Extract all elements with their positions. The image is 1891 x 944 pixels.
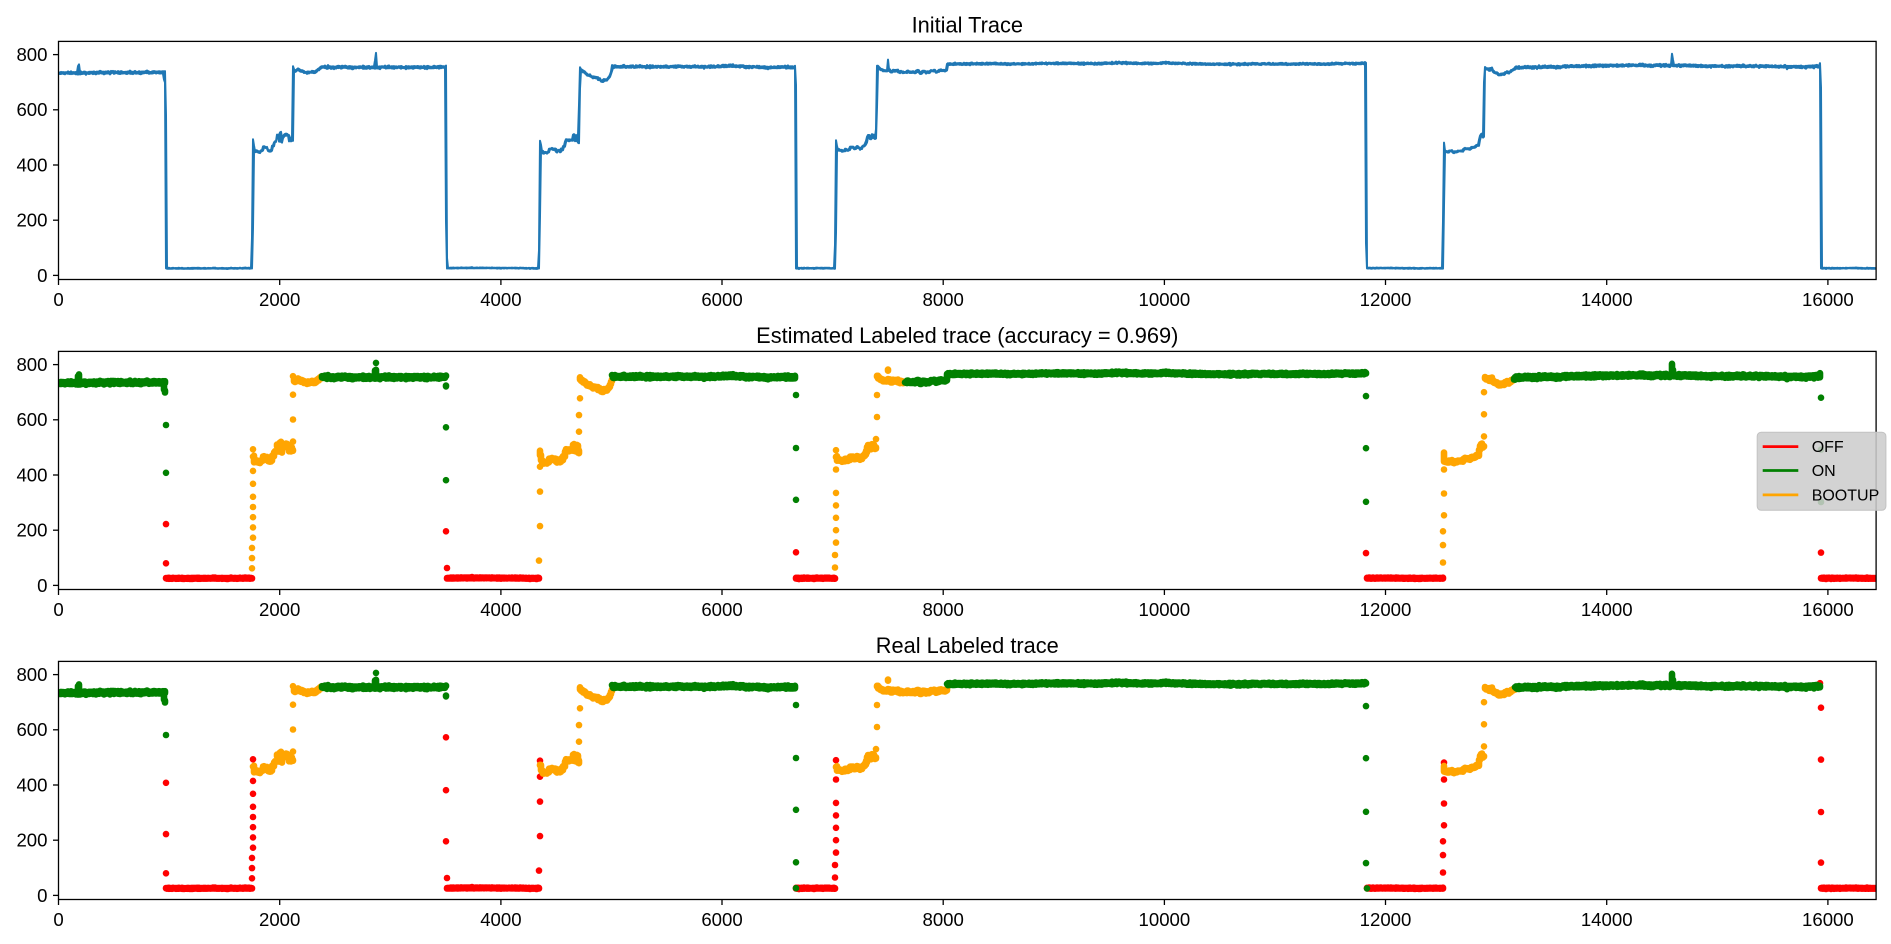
svg-text:16000: 16000 xyxy=(1802,289,1854,310)
svg-text:10000: 10000 xyxy=(1139,599,1191,620)
svg-text:16000: 16000 xyxy=(1802,599,1854,620)
svg-text:10000: 10000 xyxy=(1139,909,1191,930)
svg-text:0: 0 xyxy=(53,599,63,620)
svg-text:0: 0 xyxy=(53,289,63,310)
svg-text:600: 600 xyxy=(16,99,47,120)
svg-text:2000: 2000 xyxy=(259,289,300,310)
svg-text:4000: 4000 xyxy=(480,289,521,310)
svg-text:400: 400 xyxy=(16,464,47,485)
svg-text:14000: 14000 xyxy=(1581,599,1633,620)
svg-text:6000: 6000 xyxy=(701,289,742,310)
svg-text:12000: 12000 xyxy=(1360,289,1412,310)
svg-text:800: 800 xyxy=(16,354,47,375)
svg-text:ON: ON xyxy=(1812,463,1836,480)
svg-text:12000: 12000 xyxy=(1360,909,1412,930)
svg-text:8000: 8000 xyxy=(923,599,964,620)
svg-text:2000: 2000 xyxy=(259,909,300,930)
svg-text:BOOTUP: BOOTUP xyxy=(1812,487,1880,504)
svg-text:800: 800 xyxy=(16,664,47,685)
svg-text:400: 400 xyxy=(16,154,47,175)
svg-text:200: 200 xyxy=(16,830,47,851)
svg-text:800: 800 xyxy=(16,44,47,65)
svg-text:200: 200 xyxy=(16,520,47,541)
svg-text:14000: 14000 xyxy=(1581,909,1633,930)
svg-text:Real Labeled trace: Real Labeled trace xyxy=(876,633,1059,658)
svg-text:0: 0 xyxy=(37,265,47,286)
svg-text:8000: 8000 xyxy=(923,289,964,310)
svg-text:12000: 12000 xyxy=(1360,599,1412,620)
svg-text:0: 0 xyxy=(37,575,47,596)
svg-text:6000: 6000 xyxy=(701,909,742,930)
svg-text:0: 0 xyxy=(37,885,47,906)
svg-text:2000: 2000 xyxy=(259,599,300,620)
svg-text:0: 0 xyxy=(53,909,63,930)
svg-text:OFF: OFF xyxy=(1812,439,1844,456)
svg-text:Estimated Labeled trace (accur: Estimated Labeled trace (accuracy = 0.96… xyxy=(756,323,1178,348)
svg-text:400: 400 xyxy=(16,774,47,795)
svg-text:600: 600 xyxy=(16,409,47,430)
svg-text:6000: 6000 xyxy=(701,599,742,620)
svg-text:10000: 10000 xyxy=(1139,289,1191,310)
svg-text:16000: 16000 xyxy=(1802,909,1854,930)
svg-text:600: 600 xyxy=(16,719,47,740)
svg-text:14000: 14000 xyxy=(1581,289,1633,310)
svg-text:4000: 4000 xyxy=(480,909,521,930)
svg-text:Initial Trace: Initial Trace xyxy=(912,12,1023,37)
svg-text:8000: 8000 xyxy=(923,909,964,930)
svg-text:4000: 4000 xyxy=(480,599,521,620)
svg-text:200: 200 xyxy=(16,210,47,231)
